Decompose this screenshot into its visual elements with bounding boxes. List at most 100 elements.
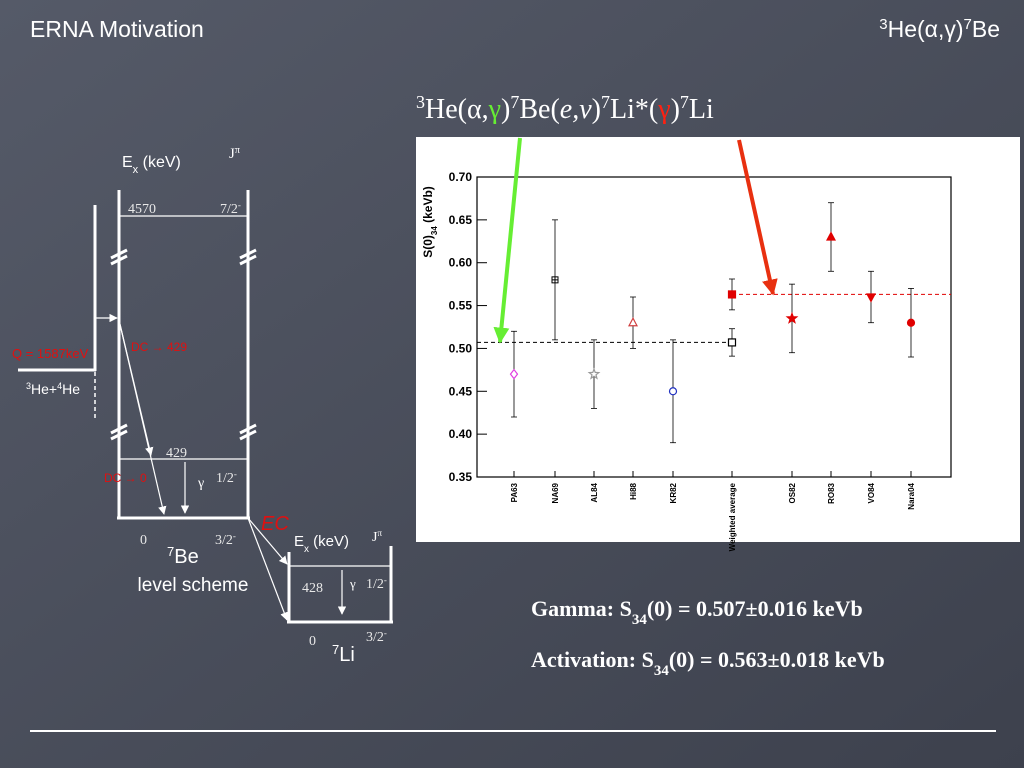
result-activation: Activation: S34(0) = 0.563±0.018 keVb bbox=[531, 647, 885, 679]
x-tick-label: Weighted average bbox=[728, 482, 737, 551]
text: (0) = 0.507±0.016 keVb bbox=[647, 596, 863, 621]
y-tick-label: 0.45 bbox=[449, 384, 473, 398]
chart-panel bbox=[416, 137, 1020, 542]
decay-arrow bbox=[247, 517, 288, 565]
superscript: - bbox=[384, 628, 387, 638]
level-energy: 0 bbox=[309, 634, 316, 649]
superscript: - bbox=[233, 531, 236, 541]
x-tick-label: AL84 bbox=[590, 482, 599, 502]
subscript: 34 bbox=[430, 226, 439, 235]
y-tick-label: 0.65 bbox=[449, 213, 473, 227]
level-jpi: 7/2- bbox=[220, 200, 241, 217]
level-jpi: 3/2- bbox=[215, 531, 236, 548]
ex-label: Ex (keV) bbox=[122, 154, 181, 176]
x-tick-label: Nara04 bbox=[907, 482, 916, 509]
subscript: 34 bbox=[654, 663, 670, 679]
superscript: 4 bbox=[57, 381, 62, 391]
reaction-chain: 3He(α,γ)7Be(e,ν)7Li*(γ)7Li bbox=[416, 92, 714, 125]
text: 3/2 bbox=[215, 533, 233, 548]
superscript: 7 bbox=[680, 92, 689, 112]
superscript: 3 bbox=[879, 16, 887, 33]
ex-label: Ex (keV) bbox=[294, 533, 349, 555]
y-tick-label: 0.60 bbox=[449, 256, 473, 270]
data-point bbox=[906, 318, 916, 327]
y-tick-label: 0.50 bbox=[449, 341, 473, 355]
superscript: 3 bbox=[26, 381, 31, 391]
level-jpi: 1/2- bbox=[366, 575, 387, 592]
caption: level scheme bbox=[138, 575, 249, 596]
text: Be bbox=[972, 16, 1000, 42]
x-tick-label: VO84 bbox=[867, 482, 876, 503]
pointer-arrow bbox=[737, 139, 778, 296]
text: ) bbox=[671, 94, 680, 125]
x-tick-label: Hi88 bbox=[629, 482, 638, 499]
text: (keVb) bbox=[421, 186, 435, 226]
x-tick-label: PA63 bbox=[510, 482, 519, 502]
text: Be bbox=[174, 546, 198, 568]
subscript: x bbox=[304, 544, 309, 555]
text: He bbox=[62, 381, 80, 397]
text: J bbox=[229, 146, 235, 162]
text: 7/2 bbox=[220, 202, 238, 217]
data-point bbox=[727, 338, 737, 347]
level-energy: 429 bbox=[166, 446, 187, 461]
level-energy: 428 bbox=[302, 581, 323, 596]
superscript: - bbox=[384, 575, 387, 585]
data-point bbox=[785, 311, 799, 324]
result-gamma: Gamma: S34(0) = 0.507±0.016 keVb bbox=[531, 596, 863, 628]
superscript: - bbox=[234, 469, 237, 479]
data-point bbox=[551, 276, 559, 284]
slide-title: ERNA Motivation bbox=[30, 16, 204, 42]
text: γ bbox=[657, 94, 670, 125]
y-axis-label: S(0)34 (keVb) bbox=[421, 186, 439, 258]
text: (0) = 0.563±0.018 keVb bbox=[669, 647, 885, 672]
chart: 0.35 0.40 0.45 0.50 0.55 0.60 0.65 0.70 S(0)34 (… bbox=[421, 170, 952, 551]
text: Li bbox=[689, 94, 714, 125]
level-scheme-7li: Ex (keV) Jπ 428 γ 1/2- 0 7Li 3/2- bbox=[287, 528, 393, 666]
data-point bbox=[509, 368, 519, 380]
plot-frame bbox=[476, 176, 952, 478]
jpi-label: Jπ bbox=[229, 145, 240, 163]
axis-break bbox=[110, 248, 257, 441]
text: J bbox=[372, 530, 378, 545]
subscript: 34 bbox=[632, 612, 648, 628]
superscript: 7 bbox=[510, 92, 519, 112]
data-point bbox=[866, 293, 876, 303]
y-tick-label: 0.35 bbox=[449, 470, 473, 484]
text: Activation: S bbox=[531, 647, 654, 672]
text: S(0) bbox=[421, 235, 435, 258]
gamma-label: γ bbox=[349, 576, 356, 591]
text: Be( bbox=[519, 94, 559, 125]
text: Li bbox=[339, 644, 355, 666]
pointer-arrow bbox=[493, 137, 522, 344]
text: ) bbox=[501, 94, 510, 125]
nucleus-label: 7Li bbox=[332, 642, 355, 667]
x-tick-label: NA69 bbox=[551, 482, 560, 503]
text: γ bbox=[488, 94, 501, 125]
text: ) bbox=[592, 94, 601, 125]
x-tick-label: KR82 bbox=[669, 482, 678, 503]
y-tick-label: 0.40 bbox=[449, 427, 473, 441]
superscript: 7 bbox=[332, 642, 339, 657]
superscript: 7 bbox=[964, 16, 972, 33]
nucleus-label: 7Be bbox=[167, 544, 199, 569]
jpi-label: Jπ bbox=[372, 528, 382, 545]
y-tick-label: 0.70 bbox=[449, 170, 473, 184]
data-point bbox=[587, 367, 601, 380]
entrance-channel: 3He+4He bbox=[26, 381, 80, 397]
superscript: 7 bbox=[167, 544, 174, 559]
y-tick-label: 0.55 bbox=[449, 299, 473, 313]
x-tick-label: OS82 bbox=[788, 482, 797, 503]
superscript: 3 bbox=[416, 92, 425, 112]
superscript: π bbox=[377, 528, 382, 538]
level-scheme-7be: Ex (keV) Jπ 4570 7/2- 429 1/2- 0 3/2- γ … bbox=[12, 145, 289, 621]
data-point bbox=[628, 316, 638, 327]
text: e,ν bbox=[560, 94, 592, 125]
header-reaction: 3He(α,γ)7Be bbox=[879, 16, 1000, 43]
text: He(α, bbox=[425, 94, 489, 125]
superscript: - bbox=[238, 200, 241, 210]
data-point bbox=[826, 231, 836, 241]
text: He(α,γ) bbox=[888, 16, 964, 42]
subscript: x bbox=[133, 164, 139, 176]
